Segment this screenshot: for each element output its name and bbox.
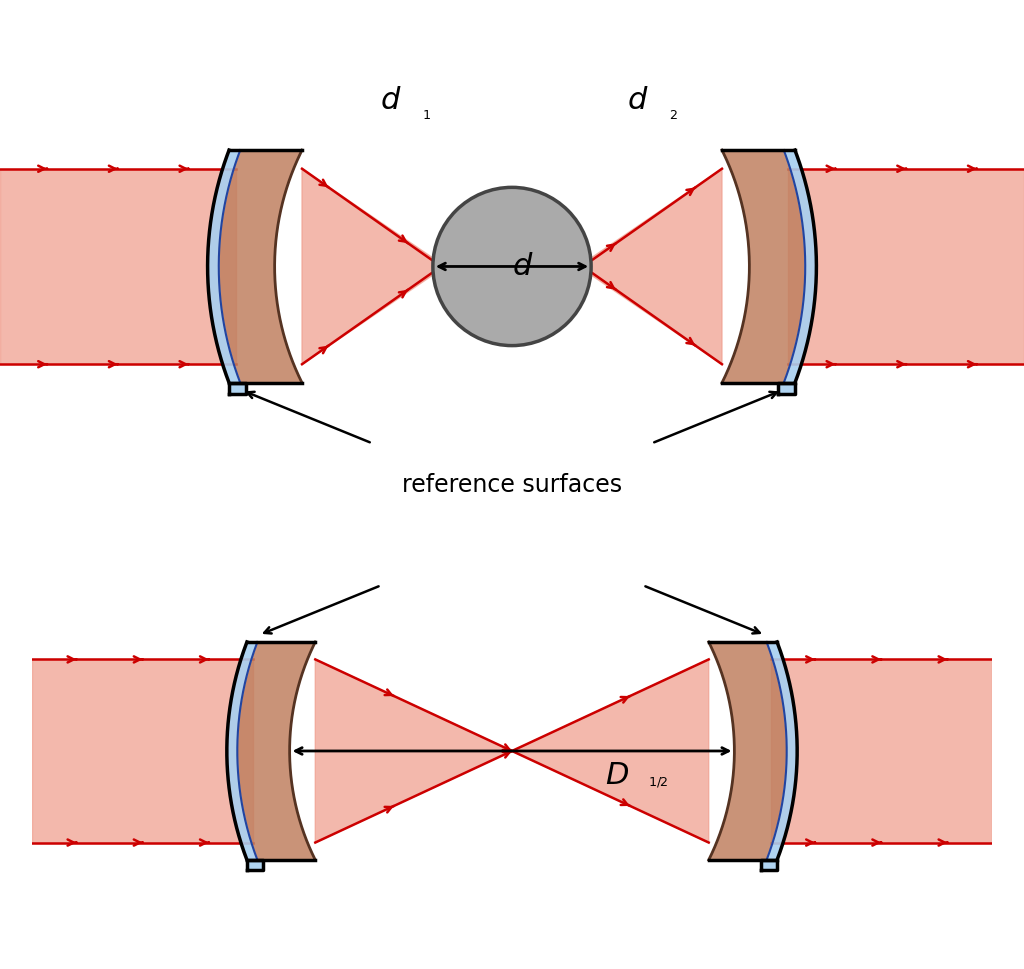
Polygon shape <box>247 860 262 870</box>
Polygon shape <box>0 169 236 364</box>
Polygon shape <box>315 659 709 843</box>
Polygon shape <box>762 860 777 870</box>
Circle shape <box>433 187 591 346</box>
Polygon shape <box>771 659 991 843</box>
Polygon shape <box>302 169 434 364</box>
Polygon shape <box>219 150 302 383</box>
Polygon shape <box>590 169 722 364</box>
Polygon shape <box>767 641 797 860</box>
Polygon shape <box>778 383 795 394</box>
Text: $d$: $d$ <box>380 86 401 115</box>
Polygon shape <box>788 169 1024 364</box>
Text: reference surfaces: reference surfaces <box>402 473 622 497</box>
Polygon shape <box>238 641 315 860</box>
Text: $_{1/2}$: $_{1/2}$ <box>648 772 669 791</box>
Text: $d$: $d$ <box>512 252 534 281</box>
Polygon shape <box>227 641 257 860</box>
Polygon shape <box>208 150 241 383</box>
Text: $_2$: $_2$ <box>669 104 678 122</box>
Polygon shape <box>229 383 246 394</box>
Polygon shape <box>783 150 816 383</box>
Polygon shape <box>33 659 253 843</box>
Text: $_1$: $_1$ <box>422 104 431 122</box>
Text: $D$: $D$ <box>604 761 629 790</box>
Text: $d$: $d$ <box>627 86 648 115</box>
Polygon shape <box>722 150 805 383</box>
Polygon shape <box>709 641 786 860</box>
